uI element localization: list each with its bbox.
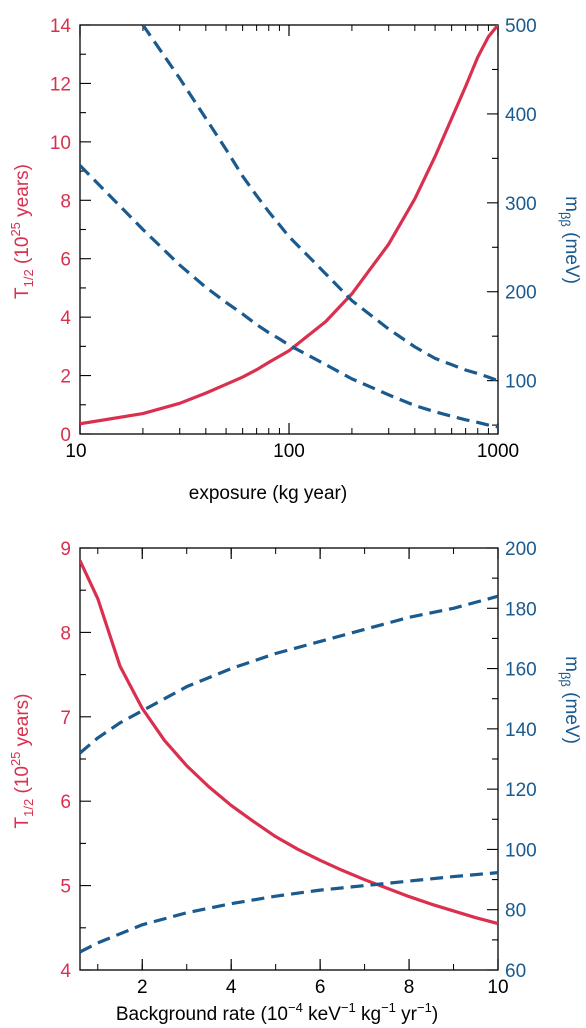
dashed-series-line-2 [141,25,498,383]
x-tick-label: 1000 [477,441,519,462]
y-right-tick-label: 300 [505,194,537,215]
y-left-axis-title: T1/2 (1025 years) [8,164,36,299]
y-left-tick-label: 2 [60,367,71,388]
x-tick-label: 10 [65,441,86,462]
x-tick-label: 6 [315,977,326,998]
y-right-tick-label: 200 [505,283,537,304]
x-tick-label: 10 [487,977,508,998]
y-left-tick-label: 10 [50,133,71,154]
y-right-tick-label: 60 [505,961,526,982]
y-left-tick-label: 0 [60,425,71,446]
y-left-tick-label: 8 [60,191,71,212]
y-left-axis-title: T1/2 (1025 years) [8,694,36,829]
y-right-tick-label: 80 [505,901,526,922]
y-left-tick-label: 7 [60,708,71,729]
y-left-tick-label: 6 [60,792,71,813]
chart-panel-1: 10 100 1000 0 2 4 6 8 10 12 14 100 200 300 400 500 T1/2 … [8,16,582,504]
dashed-series-line-2 [80,594,498,755]
y-right-axis-title: mββ (meV) [558,656,582,744]
y-left-tick-label: 4 [60,308,71,329]
chart-panel-2: 2 4 6 8 10 4 5 6 7 8 9 60 80 100 120 140 160 180 200 T1/2 (… [8,539,582,1025]
y-right-tick-label: 400 [505,105,537,126]
y-right-tick-label: 140 [505,720,537,741]
series-group [80,559,498,954]
y-left-tick-label: 4 [60,961,71,982]
series-group [80,25,498,429]
x-axis-title: Background rate (10−4 keV−1 kg−1 yr−1) [116,1000,438,1025]
y-left-tick-label: 9 [60,539,71,560]
y-left-tick-label: 12 [50,74,71,95]
x-axis-title: exposure (kg year) [189,483,347,504]
x-tick-label: 4 [226,977,237,998]
y-right-axis-title: mββ (meV) [558,196,582,284]
y-right-tick-label: 100 [505,372,537,393]
dashed-series-line-3 [80,871,498,954]
x-tick-label: 2 [137,977,148,998]
solid-series-line-1 [80,559,498,926]
solid-series-line-1 [80,25,498,426]
y-right-tick-label: 100 [505,840,537,861]
dashed-series-line-3 [80,164,498,429]
y-left-tick-label: 8 [60,623,71,644]
y-right-tick-label: 500 [505,16,537,37]
y-left-tick-label: 6 [60,250,71,271]
y-right-tick-label: 160 [505,660,537,681]
x-tick-label: 100 [273,441,305,462]
y-right-tick-label: 120 [505,780,537,801]
y-left-tick-label: 14 [50,16,72,37]
y-right-tick-label: 200 [505,539,537,560]
y-right-tick-label: 180 [505,599,537,620]
y-left-tick-label: 5 [60,877,71,898]
x-tick-label: 8 [404,977,415,998]
